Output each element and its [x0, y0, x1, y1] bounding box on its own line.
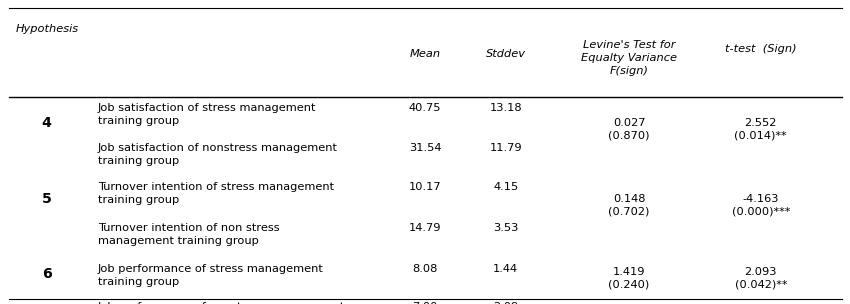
Text: Turnover intention of non stress
management training group: Turnover intention of non stress managem…	[98, 223, 280, 246]
Text: 1.419
(0.240): 1.419 (0.240)	[609, 267, 649, 289]
Text: 8.08: 8.08	[412, 264, 438, 275]
Text: Mean: Mean	[410, 49, 440, 59]
Text: Turnover intention of stress management
training group: Turnover intention of stress management …	[98, 182, 334, 205]
Text: 6: 6	[42, 267, 52, 281]
Text: 7.00: 7.00	[412, 302, 438, 304]
Text: 40.75: 40.75	[409, 103, 441, 113]
Text: 2.552
(0.014)**: 2.552 (0.014)**	[734, 118, 787, 141]
Text: 5: 5	[42, 192, 52, 206]
Text: 14.79: 14.79	[409, 223, 441, 233]
Text: Job satisfaction of stress management
training group: Job satisfaction of stress management tr…	[98, 103, 316, 126]
Text: Hypothesis: Hypothesis	[15, 24, 78, 34]
Text: 11.79: 11.79	[490, 143, 522, 153]
Text: Job performance of stress management
training group: Job performance of stress management tra…	[98, 264, 324, 287]
Text: 31.54: 31.54	[409, 143, 441, 153]
Text: t-test  (Sign): t-test (Sign)	[725, 44, 796, 54]
Text: 13.18: 13.18	[490, 103, 522, 113]
Text: 2.093
(0.042)**: 2.093 (0.042)**	[734, 267, 787, 289]
Text: 4.15: 4.15	[493, 182, 518, 192]
Text: 0.148
(0.702): 0.148 (0.702)	[609, 194, 649, 216]
Text: 0.027
(0.870): 0.027 (0.870)	[609, 118, 649, 141]
Text: 4: 4	[42, 116, 52, 130]
Text: 3.53: 3.53	[493, 223, 518, 233]
Text: Levine's Test for
Equalty Variance
F(sign): Levine's Test for Equalty Variance F(sig…	[581, 40, 677, 76]
Text: 10.17: 10.17	[409, 182, 441, 192]
Text: Job satisfaction of nonstress management
training group: Job satisfaction of nonstress management…	[98, 143, 337, 166]
Text: Stddev: Stddev	[485, 49, 526, 59]
Text: 1.44: 1.44	[493, 264, 518, 275]
Text: Job performance of nonstress management
training group: Job performance of nonstress management …	[98, 302, 345, 304]
Text: -4.163
(0.000)***: -4.163 (0.000)***	[732, 194, 790, 216]
Text: 2.09: 2.09	[493, 302, 518, 304]
